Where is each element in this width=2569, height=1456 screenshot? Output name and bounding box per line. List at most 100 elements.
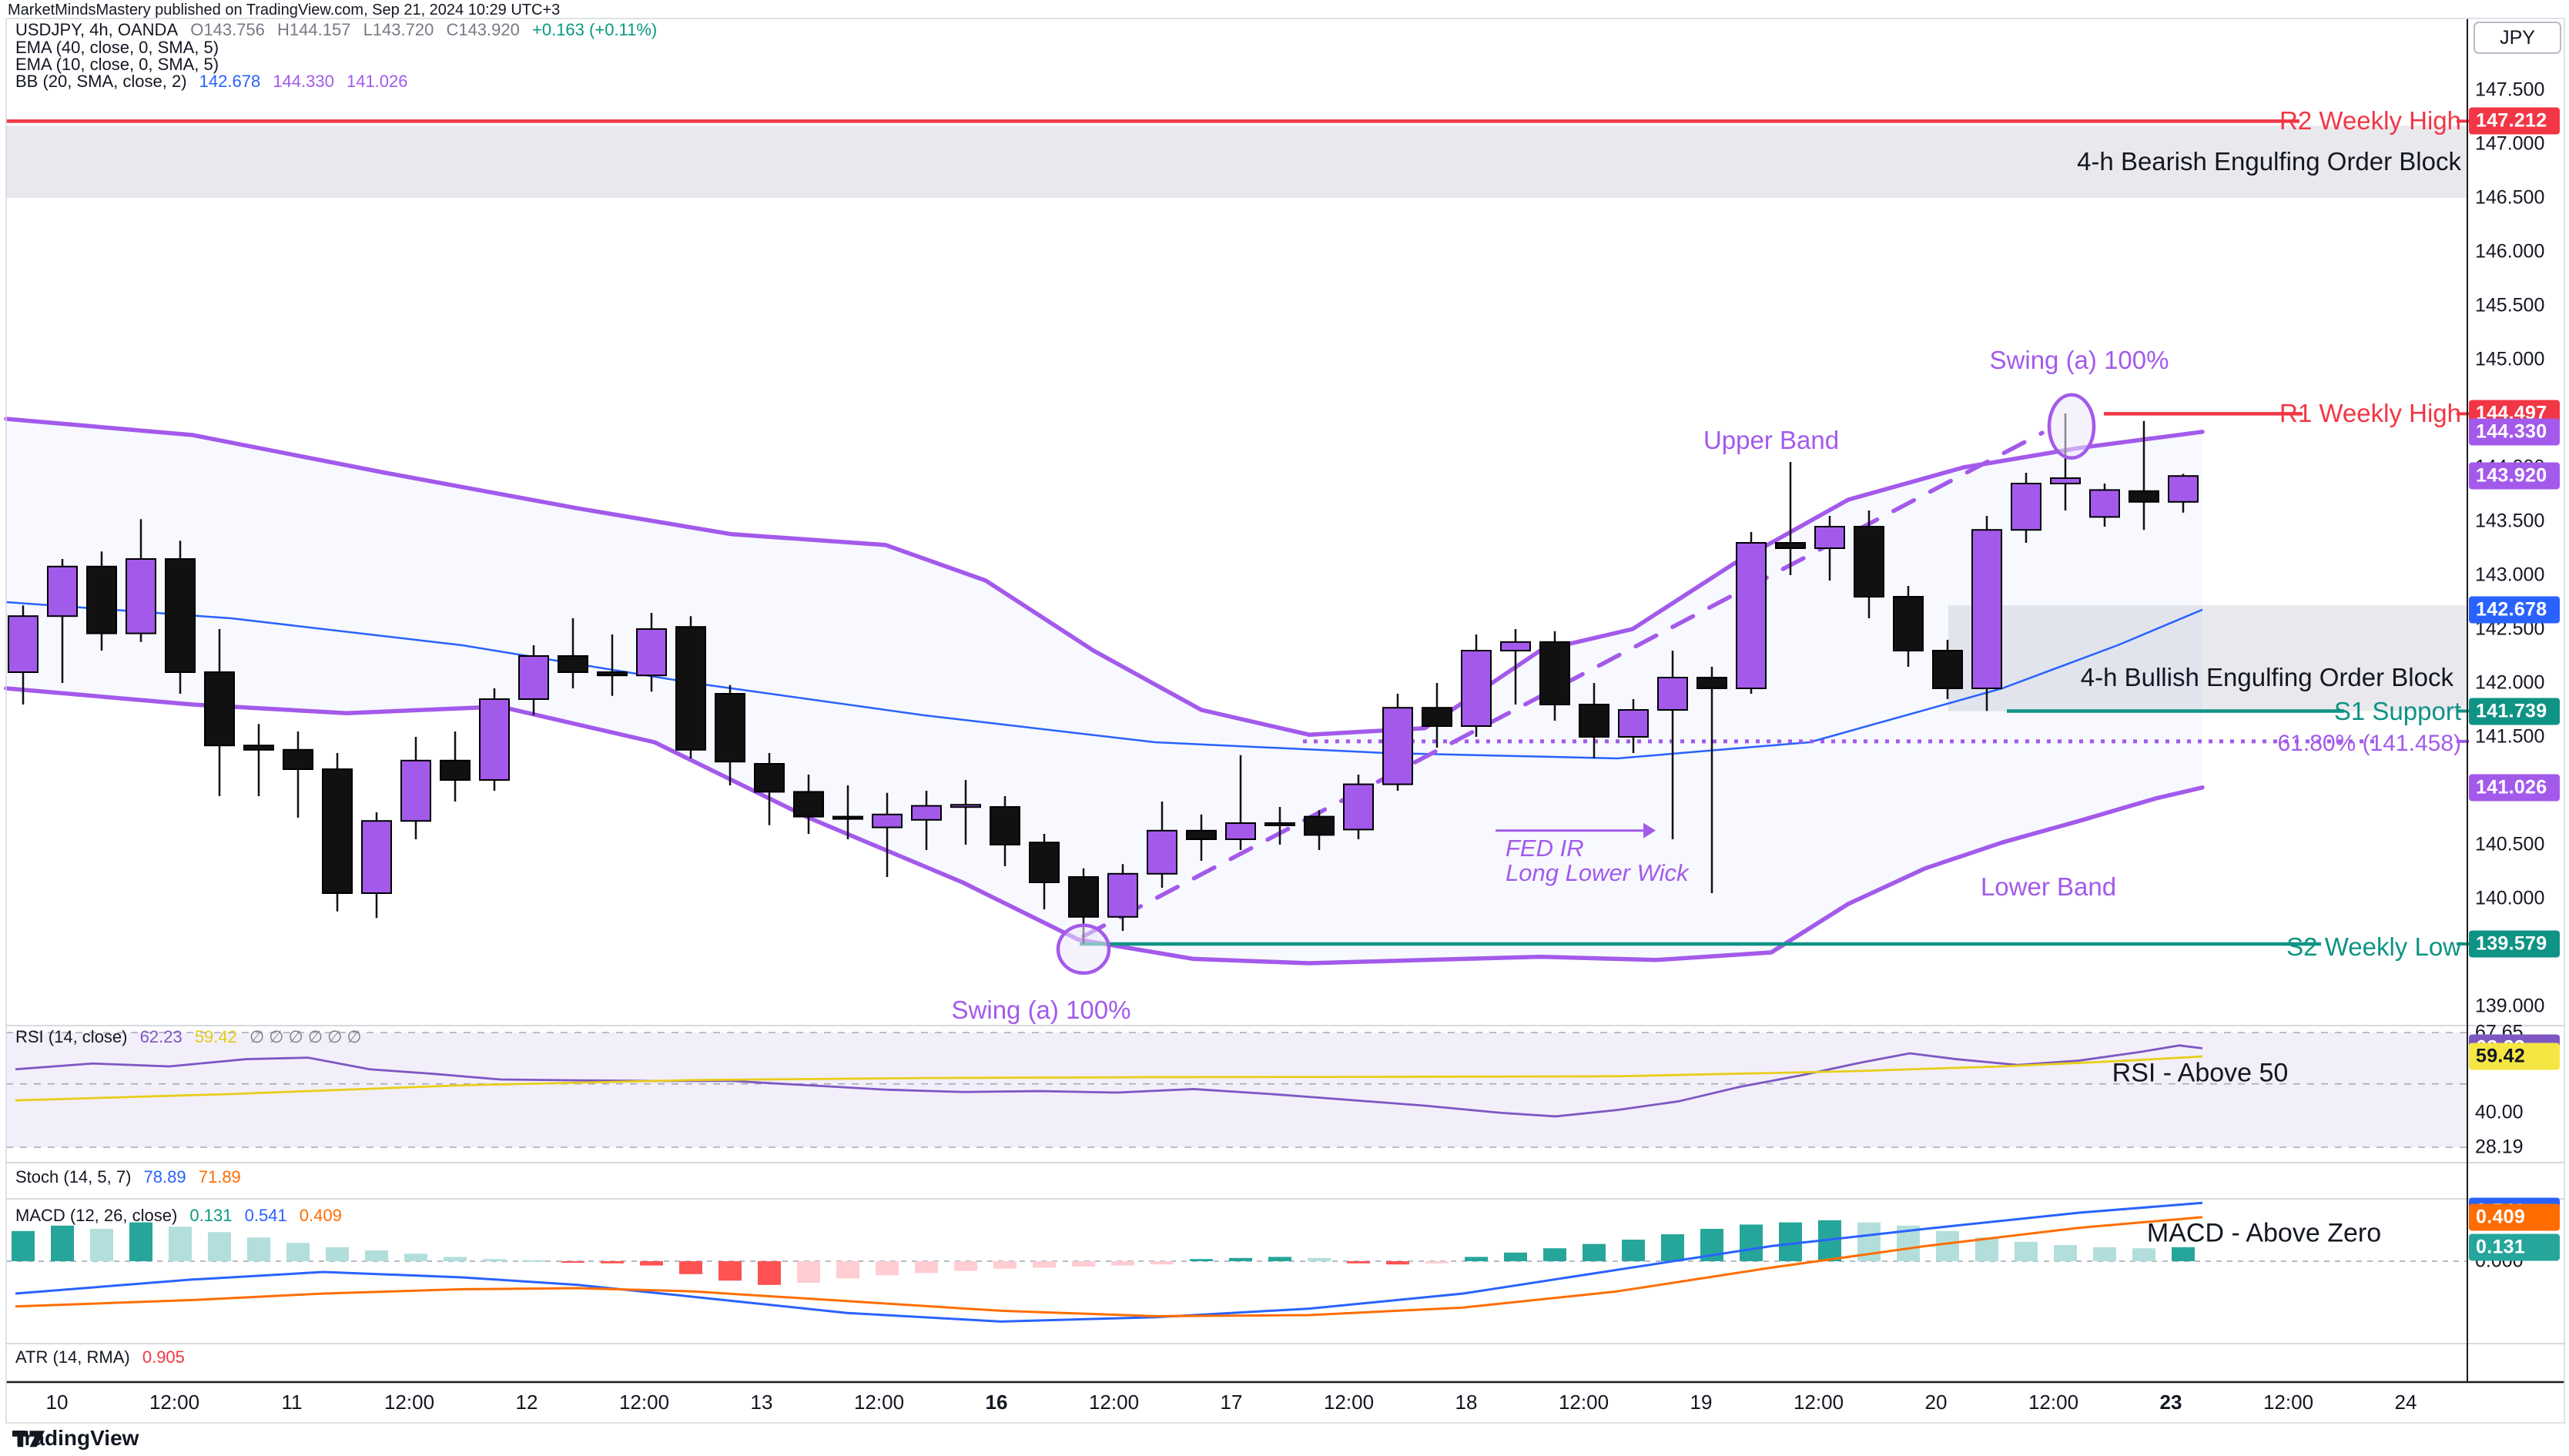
- time-axis-tick[interactable]: 12:00: [2263, 1391, 2314, 1414]
- time-axis-tick[interactable]: 10: [45, 1391, 69, 1414]
- time-axis-tick[interactable]: 16: [985, 1391, 1008, 1414]
- time-axis-tick[interactable]: 20: [1924, 1391, 1948, 1414]
- macd-histogram-bar: [286, 1243, 310, 1261]
- time-axis-tick[interactable]: 12:00: [384, 1391, 435, 1414]
- macd-histogram-bar: [1347, 1261, 1370, 1264]
- macd-histogram-bar: [1190, 1259, 1213, 1261]
- macd-histogram-bar: [1425, 1261, 1449, 1264]
- candle-bullish: [126, 558, 156, 634]
- price-axis-tick[interactable]: 140.500: [2475, 833, 2545, 855]
- macd-histogram-bar: [1583, 1243, 1606, 1261]
- price-axis-tick[interactable]: 145.000: [2475, 348, 2545, 370]
- time-axis-tick[interactable]: 12: [515, 1391, 538, 1414]
- candle-bearish: [1932, 650, 1963, 689]
- macd-histogram-bar: [679, 1261, 702, 1274]
- candle-bullish: [1971, 529, 2002, 690]
- candle-bearish: [243, 745, 274, 751]
- ema40-legend[interactable]: EMA (40, close, 0, SMA, 5): [15, 38, 226, 58]
- rsi-legend[interactable]: RSI (14, close) 62.23 59.42 ∅ ∅ ∅ ∅ ∅ ∅: [15, 1027, 370, 1047]
- atr-legend[interactable]: ATR (14, RMA) 0.905: [15, 1347, 193, 1367]
- candle-bearish: [558, 655, 588, 673]
- price-axis-tick[interactable]: 146.500: [2475, 186, 2545, 209]
- ohlc-open: O143.756: [190, 20, 265, 39]
- macd-histogram-bar: [1111, 1261, 1134, 1266]
- macd-histogram-bar: [522, 1260, 545, 1262]
- annotation-61-80-141-458-: 61.80% (141.458): [2277, 731, 2461, 756]
- price-axis-tick[interactable]: 141.500: [2475, 725, 2545, 748]
- candle-bullish: [1618, 709, 1649, 738]
- price-axis-badge: 141.739: [2469, 698, 2560, 725]
- price-axis-tick[interactable]: 147.500: [2475, 79, 2545, 101]
- macd-histogram-bar: [758, 1261, 781, 1285]
- stoch-legend[interactable]: Stoch (14, 5, 7) 78.89 71.89: [15, 1167, 249, 1187]
- time-axis-tick[interactable]: 11: [281, 1391, 303, 1414]
- rsi-band: [6, 1033, 2467, 1148]
- macd-legend[interactable]: MACD (12, 26, close) 0.131 0.541 0.409: [15, 1206, 350, 1226]
- macd-axis-badge: 0.409: [2469, 1203, 2560, 1231]
- macd-histogram-bar: [90, 1229, 113, 1261]
- price-axis-tick[interactable]: 146.000: [2475, 240, 2545, 263]
- price-axis-tick[interactable]: 142.000: [2475, 671, 2545, 694]
- macd-histogram-bar: [51, 1225, 74, 1261]
- rsi-label: RSI (14, close): [15, 1027, 128, 1046]
- rsi-hidden-values: ∅ ∅ ∅ ∅ ∅ ∅: [250, 1027, 362, 1046]
- macd-histogram-bar: [876, 1261, 899, 1276]
- symbol-title: USDJPY, 4h, OANDA: [15, 20, 179, 39]
- price-axis-badge: 141.026: [2469, 774, 2560, 802]
- macd-histogram-bar: [1622, 1240, 1645, 1261]
- macd-histogram-bar: [12, 1230, 35, 1261]
- bb-legend[interactable]: BB (20, SMA, close, 2) 142.678 144.330 1…: [15, 72, 416, 92]
- rsi-value: 62.23: [139, 1027, 183, 1046]
- price-axis-tick[interactable]: 143.500: [2475, 510, 2545, 532]
- price-axis-tick[interactable]: 139.000: [2475, 995, 2545, 1017]
- macd-histogram-bar: [718, 1261, 742, 1281]
- price-axis-badge: 143.920: [2469, 462, 2560, 490]
- rsi-axis-tick[interactable]: 40.00: [2475, 1101, 2524, 1123]
- time-axis-tick[interactable]: 19: [1690, 1391, 1713, 1414]
- annotation-rsi-above-50: RSI - Above 50: [2112, 1058, 2289, 1088]
- time-axis-tick[interactable]: 12:00: [1558, 1391, 1609, 1414]
- macd-histogram-bar: [1779, 1222, 1802, 1261]
- macd-histogram-bar: [1465, 1257, 1488, 1261]
- macd-histogram-bar: [1308, 1257, 1331, 1261]
- swing-low-marker: [1056, 923, 1111, 976]
- price-change: +0.163 (+0.11%): [532, 20, 658, 39]
- candle-bullish: [1657, 677, 1688, 711]
- macd-line: [15, 1201, 2203, 1323]
- time-axis-tick[interactable]: 12:00: [618, 1391, 670, 1414]
- annotation-lower-band: Lower Band: [1980, 872, 2117, 901]
- ema10-legend[interactable]: EMA (10, close, 0, SMA, 5): [15, 55, 226, 75]
- currency-axis-button[interactable]: JPY: [2474, 22, 2561, 54]
- tradingview-logo[interactable]: TradingView: [12, 1426, 139, 1451]
- time-axis-tick[interactable]: 12:00: [2028, 1391, 2079, 1414]
- candle-bullish: [1736, 542, 1767, 689]
- time-axis-tick[interactable]: 13: [750, 1391, 773, 1414]
- rsi-axis-badge: 59.42: [2469, 1043, 2560, 1070]
- time-axis-tick[interactable]: 12:00: [1323, 1391, 1375, 1414]
- candle-bearish: [597, 671, 628, 677]
- rsi-ma-value: 59.42: [194, 1027, 237, 1046]
- time-axis-tick[interactable]: 12:00: [1793, 1391, 1844, 1414]
- macd-histogram-bar: [2172, 1247, 2195, 1261]
- bb-upper-value: 144.330: [273, 72, 334, 91]
- candle-bullish: [47, 565, 78, 618]
- candle-bearish: [675, 626, 706, 751]
- time-axis-tick[interactable]: 23: [2159, 1391, 2182, 1414]
- time-axis-tick[interactable]: 12:00: [853, 1391, 905, 1414]
- macd-histogram-bar: [1740, 1224, 1763, 1261]
- macd-histogram-bar: [993, 1261, 1017, 1269]
- macd-histogram-bar: [483, 1259, 506, 1261]
- price-axis-badge: 142.678: [2469, 596, 2560, 624]
- time-axis-tick[interactable]: 24: [2394, 1391, 2417, 1414]
- rsi-axis-tick[interactable]: 28.19: [2475, 1136, 2524, 1158]
- time-axis-tick[interactable]: 17: [1220, 1391, 1243, 1414]
- price-axis-tick[interactable]: 145.500: [2475, 294, 2545, 316]
- price-axis-tick[interactable]: 143.000: [2475, 564, 2545, 586]
- symbol-legend[interactable]: USDJPY, 4h, OANDA O143.756 H144.157 L143…: [15, 20, 665, 40]
- time-axis-tick[interactable]: 12:00: [149, 1391, 200, 1414]
- time-axis-tick[interactable]: 18: [1455, 1391, 1478, 1414]
- price-axis-tick[interactable]: 147.000: [2475, 132, 2545, 155]
- time-axis-tick[interactable]: 12:00: [1088, 1391, 1140, 1414]
- price-axis-tick[interactable]: 140.000: [2475, 887, 2545, 909]
